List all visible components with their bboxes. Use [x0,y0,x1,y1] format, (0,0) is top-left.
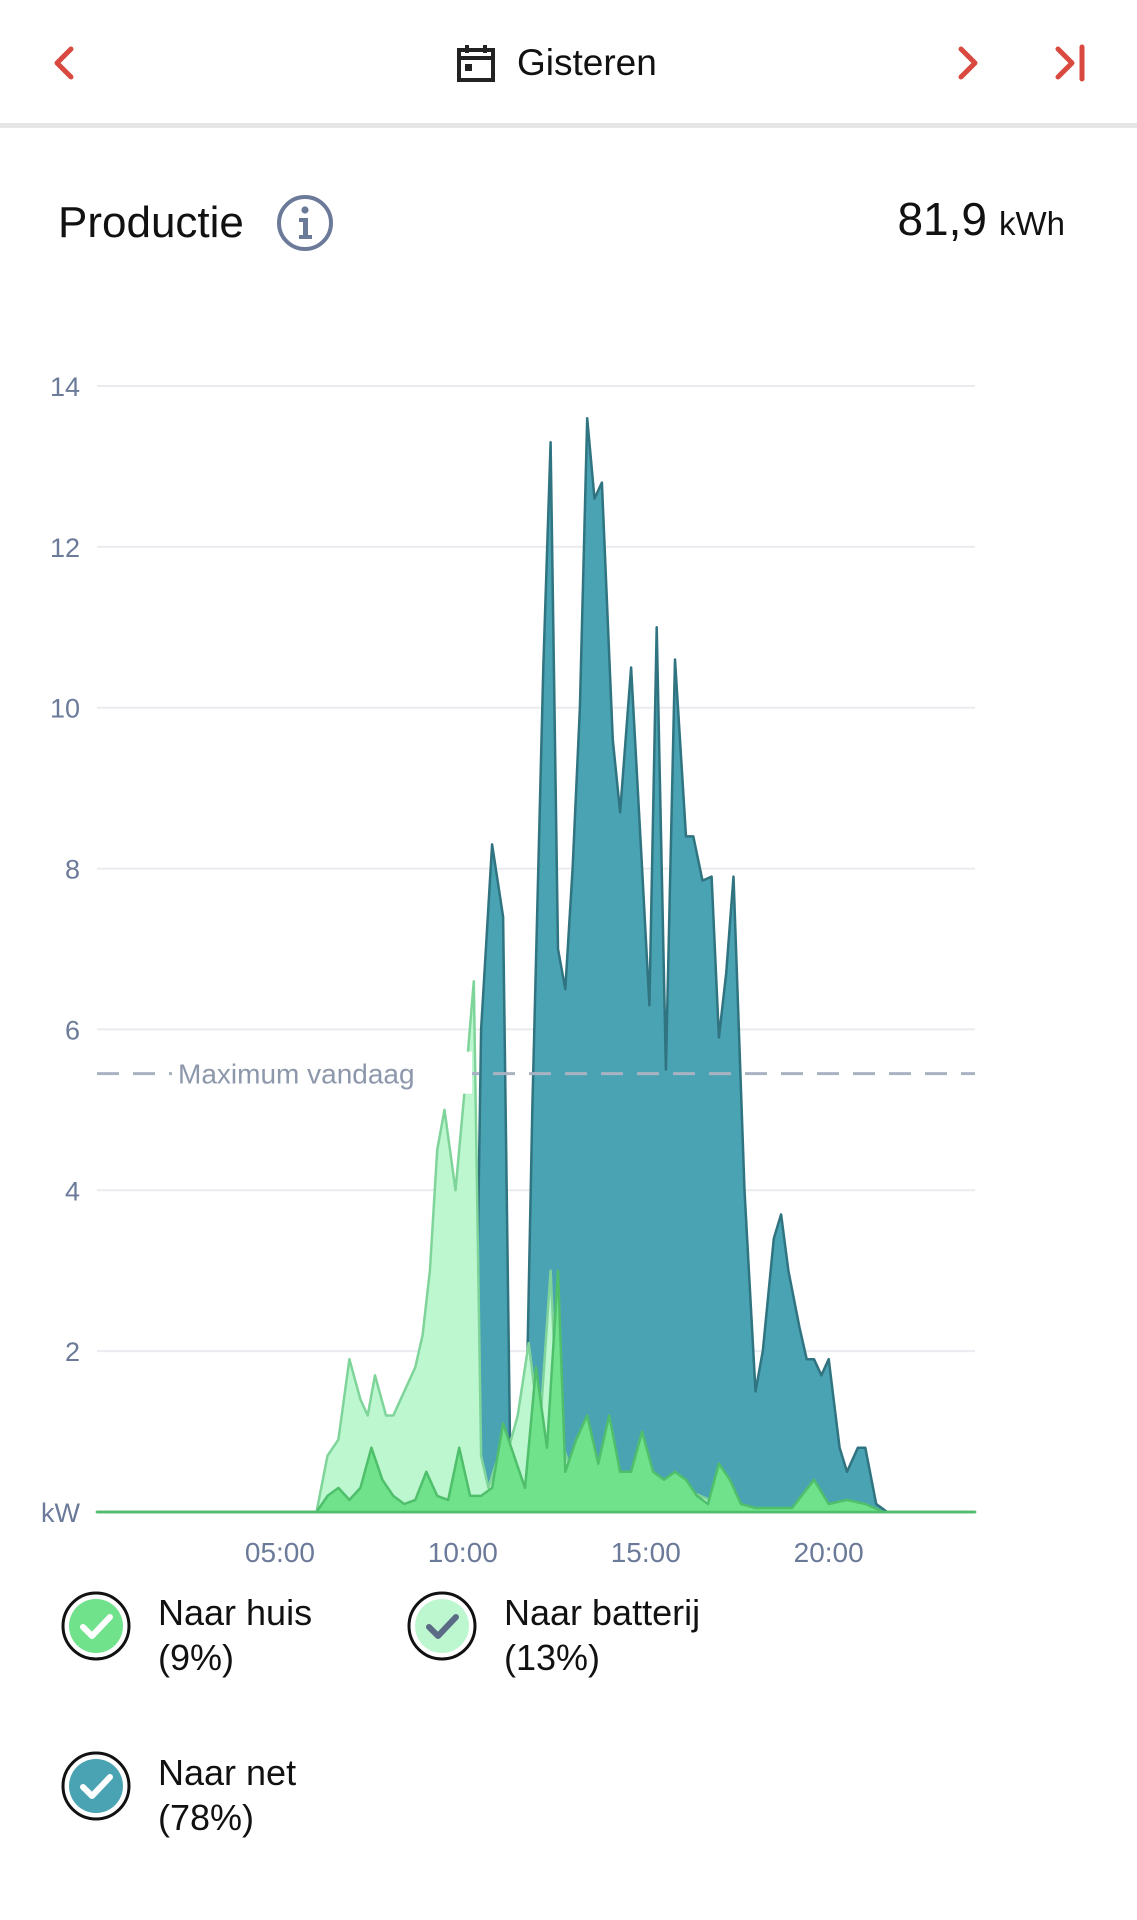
legend-label: Naar net (78%) [158,1750,296,1840]
y-tick-label: 14 [50,372,80,402]
checkmark-icon [61,1751,131,1821]
top-navigation-bar: Gisteren [0,0,1137,128]
x-tick-label: 05:00 [245,1537,315,1568]
total-production: 81,9 kWh [897,192,1065,246]
legend-name: Naar batterij [504,1592,701,1633]
x-tick-label: 10:00 [428,1537,498,1568]
legend-name: Naar net [158,1752,297,1793]
y-tick-label: 2 [65,1337,80,1367]
legend-percentage: (9%) [158,1637,235,1678]
x-tick-label: 15:00 [611,1537,681,1568]
checkmark-icon [61,1591,131,1661]
legend-label: Naar huis (9%) [158,1590,312,1680]
last-day-button[interactable] [1036,28,1106,98]
reference-line-label: Maximum vandaag [178,1059,415,1090]
y-axis-unit-label: kW [41,1498,81,1528]
total-value: 81,9 [897,193,987,245]
y-tick-label: 8 [65,855,80,885]
chevron-left-icon [54,46,74,80]
total-unit: kWh [999,205,1065,242]
legend-percentage: (13%) [504,1637,601,1678]
y-tick-label: 4 [65,1176,80,1206]
calendar-icon [457,45,495,82]
section-title: Productie [58,198,244,247]
y-tick-label: 10 [50,694,80,724]
info-icon[interactable] [276,194,334,252]
chart-areas [95,416,977,1514]
reference-label-background [172,1051,472,1094]
production-header: Productie [58,188,334,258]
next-day-button[interactable] [932,28,1002,98]
y-tick-label: 6 [65,1015,80,1045]
area-series-huis [95,1269,977,1514]
area-series-net [95,416,977,1514]
previous-day-button[interactable] [30,28,100,98]
y-tick-label: 12 [50,533,80,563]
legend-item-huis[interactable]: Naar huis (9%) [60,1590,312,1680]
legend-label: Naar batterij (13%) [504,1590,700,1680]
chevron-right-icon [958,46,978,80]
legend-percentage: (78%) [158,1797,255,1838]
x-tick-label: 20:00 [794,1537,864,1568]
legend-item-batterij[interactable]: Naar batterij (13%) [406,1590,700,1680]
legend-name: Naar huis [158,1592,313,1633]
skip-to-end-icon [1055,44,1085,82]
maximum-reference-line: Maximum vandaag [97,1051,975,1094]
y-axis: 2 4 6 8 10 12 14 kW [41,372,81,1528]
checkmark-icon [407,1591,477,1661]
date-title: Gisteren [517,42,657,83]
production-chart: Maximum vandaag 2 4 6 8 10 12 14 kW 05:00 10:00 1… [41,372,977,1568]
legend-item-net[interactable]: Naar net (78%) [60,1750,296,1840]
date-selector[interactable]: Gisteren [455,28,657,98]
x-axis: 05:00 10:00 15:00 20:00 [245,1537,864,1568]
